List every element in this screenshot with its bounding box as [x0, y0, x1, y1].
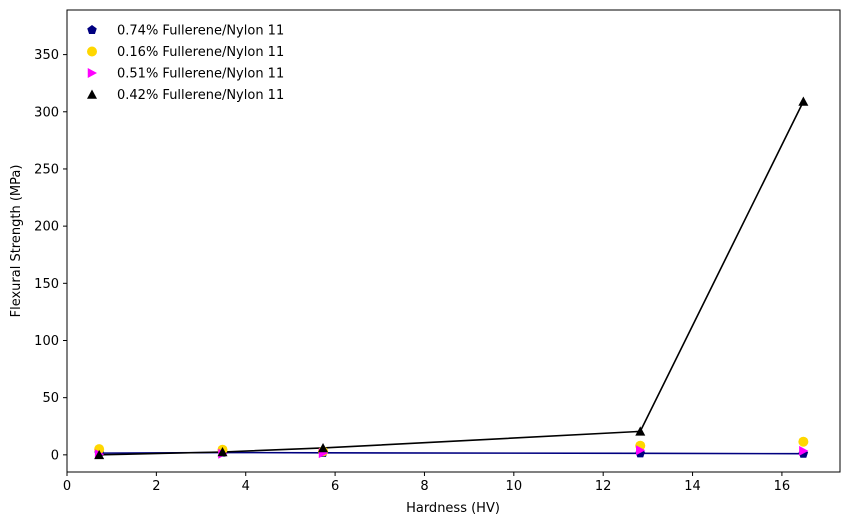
legend-label-2: 0.51% Fullerene/Nylon 11	[117, 67, 284, 82]
legend-marker-1	[87, 46, 97, 57]
y-tick-label-4: 200	[34, 220, 59, 235]
x-tick-label-1: 2	[152, 479, 160, 494]
legend-label-1: 0.16% Fullerene/Nylon 11	[117, 45, 284, 60]
series-markers	[94, 96, 809, 460]
data-point-3-4	[798, 96, 809, 106]
y-tick-label-2: 100	[34, 334, 59, 349]
x-tick-label-0: 0	[63, 479, 71, 494]
y-tick-label-1: 50	[42, 391, 59, 406]
y-axis-label: Flexural Strength (MPa)	[9, 165, 24, 318]
plot-area	[66, 9, 841, 473]
data-point-2-4	[799, 445, 809, 456]
data-point-3-3	[635, 426, 646, 436]
y-tick-label-3: 150	[34, 277, 59, 292]
legend-label-0: 0.74% Fullerene/Nylon 11	[117, 24, 284, 39]
y-tick-label-7: 350	[34, 48, 59, 63]
legend-label-3: 0.42% Fullerene/Nylon 11	[117, 88, 284, 103]
x-tick-label-2: 4	[242, 479, 250, 494]
data-point-3-2	[318, 442, 329, 453]
data-point-3-0	[94, 449, 105, 460]
y-tick-label-5: 250	[34, 162, 59, 177]
legend-marker-0	[87, 25, 97, 35]
x-tick-label-8: 16	[774, 479, 791, 494]
legend-marker-3	[87, 89, 97, 99]
x-tick-label-5: 10	[506, 479, 523, 494]
legend-marker-2	[87, 68, 97, 78]
x-axis-label: Hardness (HV)	[406, 501, 500, 516]
data-point-3-1	[217, 446, 228, 457]
x-tick-label-6: 12	[595, 479, 612, 494]
y-tick-label-6: 300	[34, 105, 59, 120]
y-axis: 0 50 100 150 200 250 300 350	[34, 48, 67, 463]
x-tick-label-4: 8	[420, 479, 428, 494]
data-point-1-4	[798, 436, 809, 447]
x-tick-label-3: 6	[331, 479, 339, 494]
data-point-2-3	[636, 445, 646, 456]
y-tick-label-0: 0	[51, 448, 59, 463]
x-tick-label-7: 14	[684, 479, 701, 494]
legend: 0.74% Fullerene/Nylon 11 0.16% Fullerene/…	[87, 24, 284, 103]
x-axis: 0 2 4 6 8 10 12 14 16	[63, 472, 790, 494]
